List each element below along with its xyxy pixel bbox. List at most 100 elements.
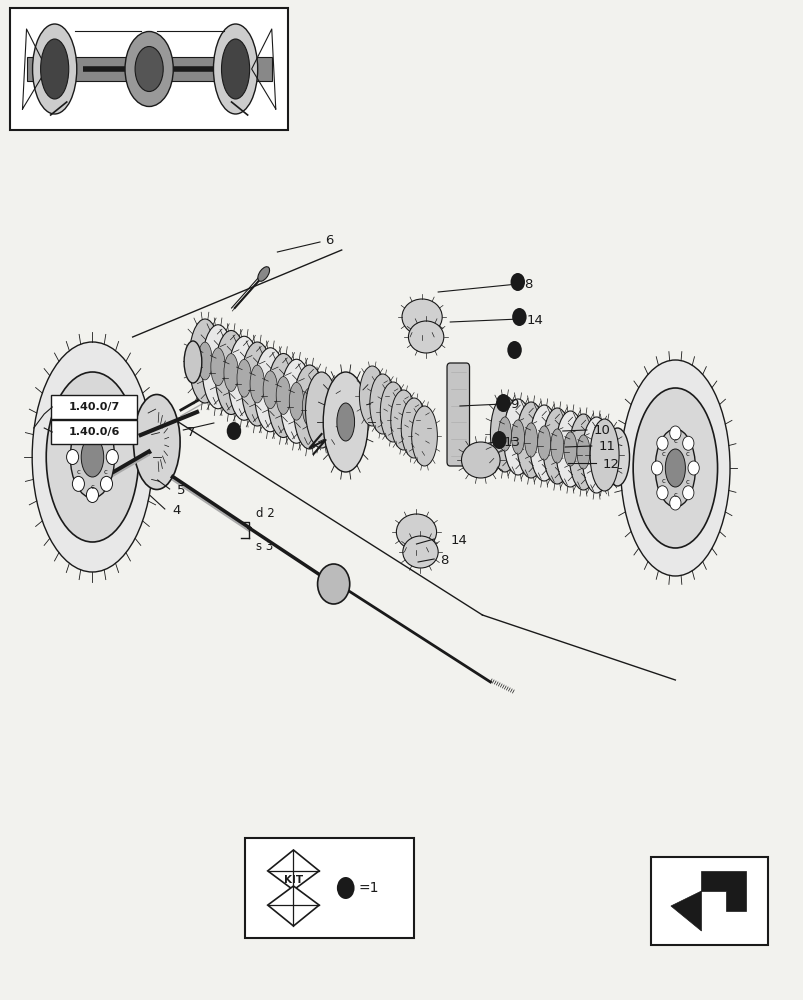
Circle shape bbox=[510, 273, 524, 291]
Ellipse shape bbox=[665, 449, 684, 487]
FancyBboxPatch shape bbox=[51, 395, 137, 419]
Ellipse shape bbox=[336, 403, 354, 441]
Text: 10: 10 bbox=[593, 424, 609, 436]
Text: 9: 9 bbox=[510, 398, 518, 412]
Ellipse shape bbox=[133, 394, 180, 489]
Text: 8: 8 bbox=[440, 554, 448, 566]
Ellipse shape bbox=[461, 442, 499, 478]
Ellipse shape bbox=[396, 514, 436, 550]
Ellipse shape bbox=[40, 39, 69, 99]
Text: 7: 7 bbox=[186, 426, 195, 438]
Ellipse shape bbox=[71, 416, 115, 498]
Ellipse shape bbox=[250, 365, 264, 403]
Bar bbox=[10, 8, 287, 130]
Text: 6: 6 bbox=[325, 233, 333, 246]
Ellipse shape bbox=[589, 419, 618, 491]
Ellipse shape bbox=[184, 341, 202, 383]
Ellipse shape bbox=[369, 374, 395, 434]
Ellipse shape bbox=[81, 437, 104, 477]
Circle shape bbox=[317, 564, 349, 604]
Ellipse shape bbox=[555, 411, 584, 487]
Ellipse shape bbox=[633, 388, 717, 548]
Ellipse shape bbox=[32, 342, 153, 572]
Text: 14: 14 bbox=[450, 534, 467, 546]
Ellipse shape bbox=[228, 336, 260, 420]
Ellipse shape bbox=[380, 382, 406, 442]
Ellipse shape bbox=[524, 423, 537, 457]
Circle shape bbox=[669, 426, 680, 440]
Polygon shape bbox=[267, 850, 319, 890]
Ellipse shape bbox=[254, 348, 286, 432]
Polygon shape bbox=[700, 871, 745, 911]
Circle shape bbox=[682, 436, 693, 450]
Ellipse shape bbox=[305, 372, 337, 448]
Circle shape bbox=[656, 436, 667, 450]
Ellipse shape bbox=[280, 359, 312, 443]
Ellipse shape bbox=[577, 435, 589, 469]
Text: c: c bbox=[660, 452, 664, 458]
Ellipse shape bbox=[408, 321, 443, 353]
Ellipse shape bbox=[503, 399, 532, 475]
Ellipse shape bbox=[323, 372, 368, 472]
Circle shape bbox=[669, 496, 680, 510]
Circle shape bbox=[507, 341, 521, 359]
Ellipse shape bbox=[124, 31, 173, 106]
Circle shape bbox=[656, 486, 667, 500]
Ellipse shape bbox=[32, 24, 77, 114]
Text: s 3: s 3 bbox=[255, 540, 272, 553]
Ellipse shape bbox=[589, 438, 602, 472]
Text: c: c bbox=[685, 452, 689, 458]
Circle shape bbox=[687, 461, 699, 475]
Ellipse shape bbox=[516, 402, 545, 478]
Ellipse shape bbox=[302, 388, 316, 426]
Ellipse shape bbox=[550, 429, 563, 463]
Ellipse shape bbox=[221, 39, 249, 99]
Ellipse shape bbox=[223, 354, 238, 391]
Bar bbox=[245, 838, 414, 938]
Ellipse shape bbox=[289, 382, 304, 420]
Text: 1.40.0/7: 1.40.0/7 bbox=[69, 402, 120, 412]
Ellipse shape bbox=[605, 428, 629, 486]
Bar bbox=[650, 857, 767, 945]
Circle shape bbox=[336, 877, 354, 899]
Ellipse shape bbox=[498, 417, 511, 451]
Circle shape bbox=[650, 461, 662, 475]
Ellipse shape bbox=[267, 354, 299, 438]
Circle shape bbox=[682, 486, 693, 500]
Text: c: c bbox=[91, 484, 94, 490]
Text: c: c bbox=[685, 479, 689, 485]
Ellipse shape bbox=[411, 406, 437, 466]
Text: c: c bbox=[104, 469, 108, 475]
Ellipse shape bbox=[390, 390, 416, 450]
FancyBboxPatch shape bbox=[446, 363, 469, 466]
Ellipse shape bbox=[135, 46, 163, 92]
Ellipse shape bbox=[569, 414, 597, 490]
Circle shape bbox=[226, 422, 241, 440]
Text: 4: 4 bbox=[173, 504, 181, 516]
Text: =1: =1 bbox=[358, 881, 378, 895]
Ellipse shape bbox=[359, 366, 385, 426]
FancyBboxPatch shape bbox=[51, 420, 137, 444]
Circle shape bbox=[72, 476, 84, 491]
Ellipse shape bbox=[202, 325, 234, 409]
Circle shape bbox=[87, 488, 99, 502]
Text: c: c bbox=[660, 478, 664, 484]
Circle shape bbox=[67, 450, 79, 464]
Ellipse shape bbox=[241, 342, 273, 426]
Ellipse shape bbox=[263, 371, 277, 409]
Ellipse shape bbox=[402, 536, 438, 568]
Polygon shape bbox=[267, 886, 319, 926]
Text: c: c bbox=[77, 469, 81, 475]
Circle shape bbox=[495, 394, 510, 412]
Ellipse shape bbox=[542, 408, 571, 484]
Ellipse shape bbox=[529, 405, 558, 481]
Ellipse shape bbox=[401, 398, 426, 458]
Ellipse shape bbox=[563, 432, 577, 466]
Polygon shape bbox=[670, 891, 700, 931]
Text: 11: 11 bbox=[598, 440, 615, 454]
Circle shape bbox=[100, 476, 112, 491]
Circle shape bbox=[72, 423, 84, 438]
Circle shape bbox=[100, 423, 112, 438]
Text: c: c bbox=[77, 439, 81, 445]
Text: 13: 13 bbox=[503, 436, 520, 448]
